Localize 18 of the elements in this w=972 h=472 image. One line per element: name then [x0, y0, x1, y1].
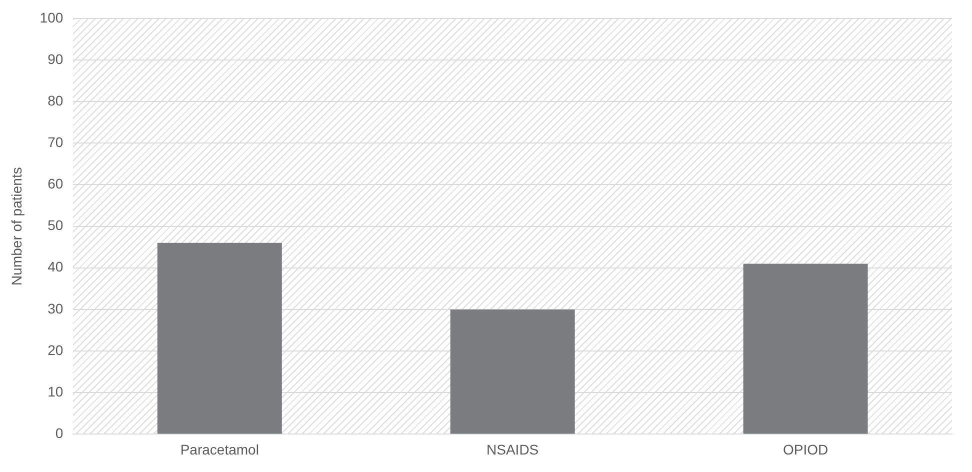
y-axis-title: Number of patients — [8, 167, 24, 286]
x-tick-label: NSAIDS — [486, 441, 539, 458]
y-tick-label: 100 — [40, 9, 64, 26]
y-tick-label: 20 — [48, 342, 64, 358]
x-tick-label: OPIOD — [782, 441, 828, 458]
y-tick-label: 90 — [48, 50, 64, 67]
y-tick-label: 60 — [48, 176, 64, 192]
bar — [743, 264, 868, 434]
y-tick-label: 30 — [48, 300, 64, 316]
y-tick-label: 0 — [55, 425, 64, 442]
bar — [157, 242, 282, 434]
y-tick-label: 80 — [48, 92, 64, 108]
y-tick-label: 50 — [48, 217, 64, 234]
y-tick-label: 10 — [48, 383, 64, 400]
x-tick-label: Paracetamol — [180, 441, 259, 458]
bar — [450, 309, 575, 434]
y-tick-label: 70 — [48, 134, 64, 150]
y-tick-label: 40 — [48, 258, 64, 275]
